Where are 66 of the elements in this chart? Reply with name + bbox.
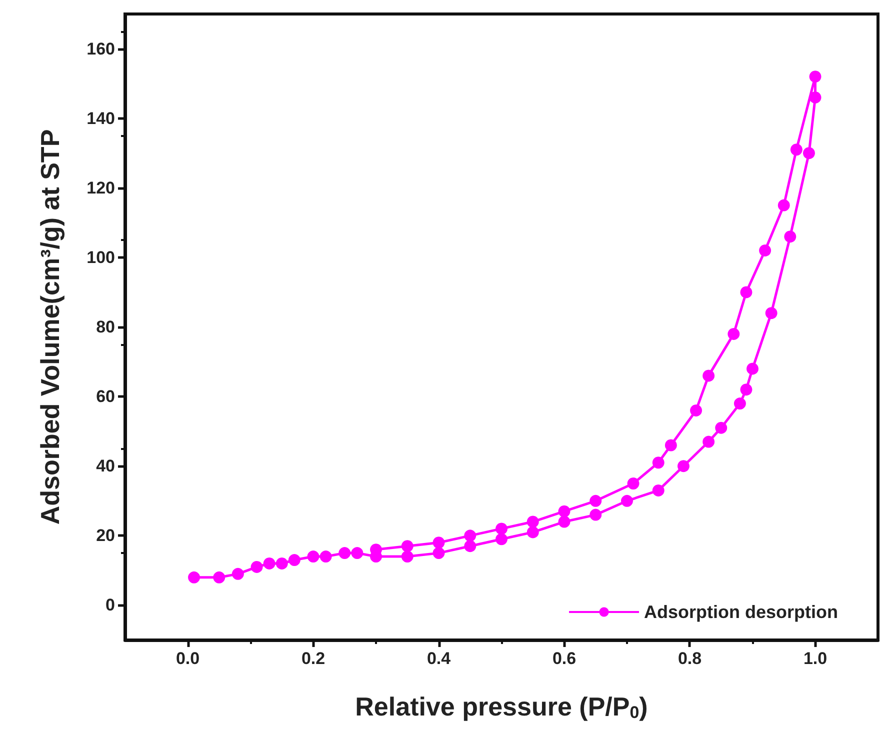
point [784, 230, 796, 243]
point [809, 91, 822, 104]
point [809, 70, 822, 83]
point [728, 328, 740, 340]
point [677, 460, 690, 472]
y-tick-label: 0 [106, 596, 115, 615]
point [690, 404, 702, 416]
y-tick-label: 160 [86, 39, 115, 58]
point [778, 199, 790, 212]
point [715, 422, 728, 434]
point [734, 398, 746, 410]
y-tick-label: 60 [96, 387, 115, 406]
point [496, 522, 508, 535]
point [526, 516, 539, 528]
point [250, 560, 263, 573]
point [740, 384, 752, 396]
legend-label: Adsorption desorption [644, 602, 838, 622]
point [652, 484, 664, 496]
point [401, 550, 414, 563]
x-tick-label: 0.6 [552, 649, 576, 668]
y-axis-title: Adsorbed Volume(cm³/g) at STP [35, 129, 65, 525]
point [627, 478, 640, 490]
point [802, 147, 815, 160]
point [464, 530, 476, 542]
point [765, 307, 778, 320]
x-tick-label: 1.0 [803, 649, 828, 668]
y-tick-label: 80 [96, 318, 115, 336]
point [746, 362, 758, 375]
point [320, 550, 332, 563]
point [213, 571, 226, 584]
point [790, 144, 802, 156]
point [590, 494, 602, 507]
point [338, 547, 351, 560]
point [307, 550, 320, 563]
y-tick-label: 40 [96, 456, 115, 476]
point [702, 436, 715, 448]
point [526, 526, 539, 538]
point [740, 286, 752, 298]
point [496, 533, 508, 546]
point [232, 568, 244, 580]
point [401, 540, 414, 552]
point [351, 547, 364, 560]
point [432, 547, 445, 560]
point [432, 536, 445, 549]
x-axis-title: Relative pressure (P/P0) [355, 692, 648, 722]
x-tick-label: 0.2 [301, 649, 326, 668]
point [188, 571, 200, 584]
x-tick-label: 0.8 [678, 649, 702, 668]
point [558, 505, 570, 518]
y-tick-label: 20 [96, 526, 115, 546]
point [590, 508, 602, 521]
point [288, 554, 300, 566]
point [664, 439, 677, 452]
point [263, 557, 276, 570]
point [702, 370, 715, 382]
y-tick-label: 140 [86, 108, 115, 128]
point [464, 540, 476, 552]
point [652, 456, 664, 469]
x-tick-label: 0.0 [176, 649, 200, 668]
point [759, 244, 772, 256]
point [621, 494, 633, 507]
point [276, 557, 288, 570]
x-tick-label: 0.4 [426, 649, 452, 668]
y-tick-label: 120 [86, 178, 115, 198]
point [558, 516, 570, 528]
y-tick-label: 100 [86, 248, 115, 267]
